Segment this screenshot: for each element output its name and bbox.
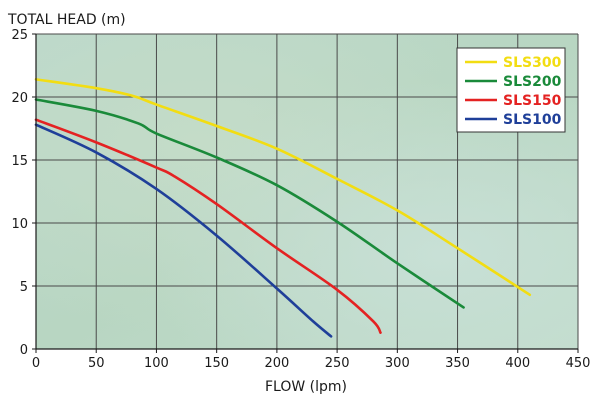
legend-label: SLS100 [503,112,562,128]
x-tick-label: 200 [264,356,289,371]
series-line-sls200 [34,98,465,309]
legend-label: SLS200 [503,74,562,90]
x-tick-label: 450 [566,356,591,371]
series-line-sls100 [34,123,333,338]
legend-label: SLS300 [503,55,562,71]
x-tick-label: 400 [505,356,530,371]
y-tick-label: 25 [11,28,28,43]
y-tick-label: 5 [20,280,28,295]
x-axis-label: FLOW (lpm) [265,379,347,395]
legend-label: SLS150 [503,93,562,109]
series-line-sls300 [34,78,532,297]
series-lines [34,78,532,338]
axes: 0 50 100 150 200 250 300 350 400 450 0 5 10 15 20 25 [11,28,590,371]
y-tick-label: 15 [11,154,28,169]
y-tick-label: 0 [20,343,28,358]
x-tick-label: 350 [445,356,470,371]
x-tick-label: 100 [144,356,169,371]
y-tick-label: 20 [11,91,28,106]
x-tick-label: 50 [88,356,105,371]
x-tick-label: 0 [32,356,40,371]
series-line-sls150 [34,118,382,334]
x-tick-label: 250 [325,356,350,371]
x-tick-label: 300 [385,356,410,371]
gridlines [35,33,579,350]
y-axis-label: TOTAL HEAD (m) [7,12,126,28]
y-tick-label: 10 [11,217,28,232]
legend: SLS300 SLS200 SLS150 SLS100 [456,47,566,133]
x-tick-label: 150 [204,356,229,371]
